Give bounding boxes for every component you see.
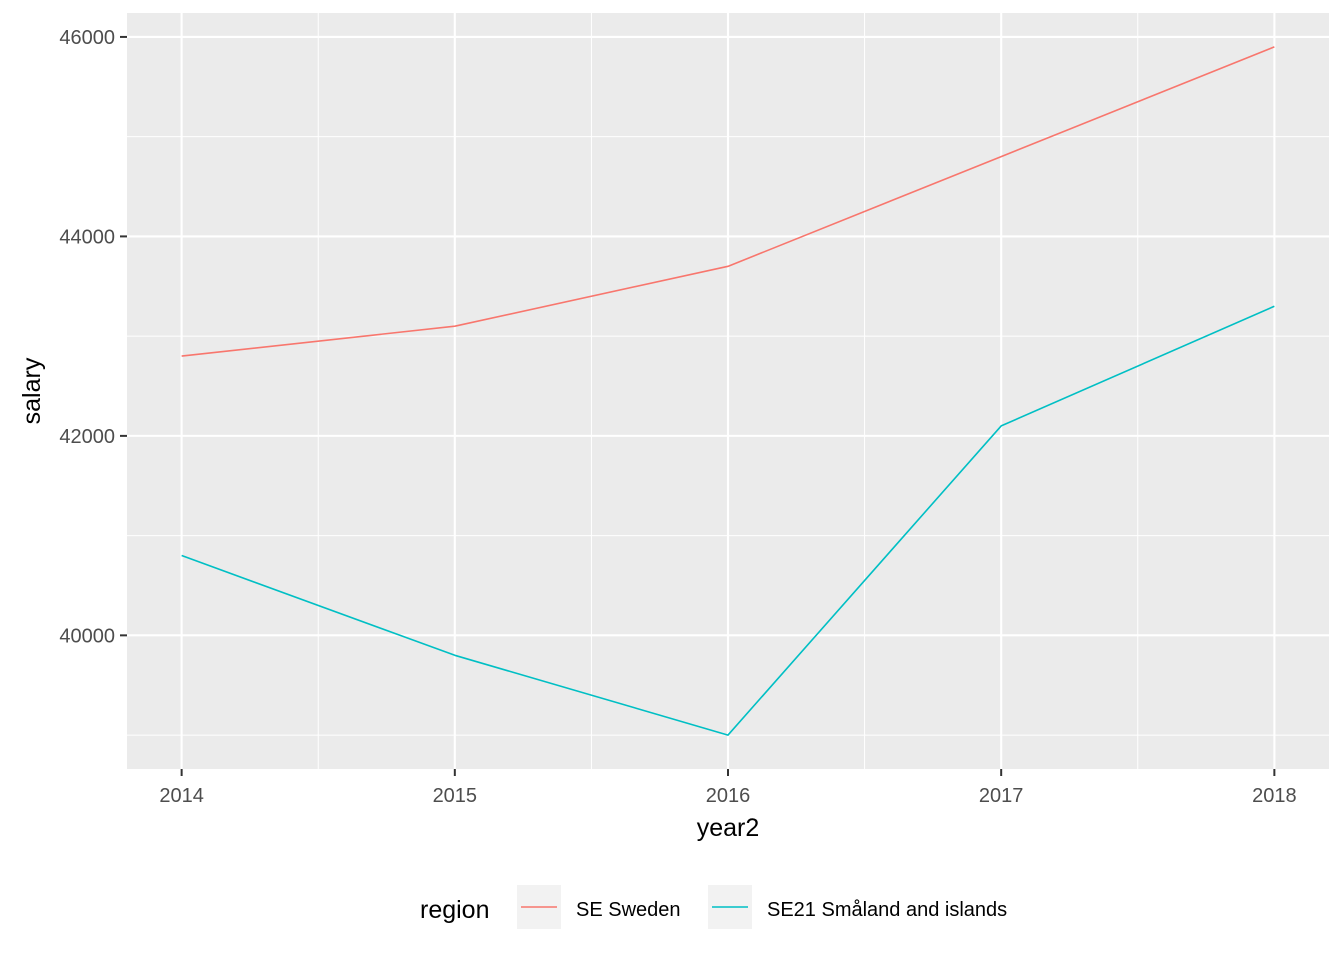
x-axis-title: year2 bbox=[697, 814, 760, 842]
x-axis: 2014 2015 2016 2017 2018 bbox=[159, 769, 1297, 807]
y-tick-label: 42000 bbox=[59, 426, 115, 448]
series-line-se21-sm-land-and-islands bbox=[181, 305, 1275, 736]
y-axis-title: salary bbox=[18, 357, 46, 424]
legend-label-se21-smaland: SE21 Småland and islands bbox=[767, 899, 1007, 921]
y-axis: 40000 42000 44000 46000 bbox=[59, 27, 127, 647]
x-tick-label: 2015 bbox=[433, 785, 478, 807]
x-tick-label: 2016 bbox=[706, 785, 751, 807]
y-tick-label: 40000 bbox=[59, 625, 115, 647]
legend-item-se21-smaland: SE21 Småland and islands bbox=[708, 885, 1007, 929]
x-tick-label: 2017 bbox=[979, 785, 1024, 807]
legend-title: region bbox=[420, 896, 490, 924]
series-line-se-sweden bbox=[181, 46, 1275, 357]
legend-label-se-sweden: SE Sweden bbox=[576, 899, 681, 921]
y-tick-label: 46000 bbox=[59, 27, 115, 49]
y-tick-label: 44000 bbox=[59, 226, 115, 248]
x-tick-label: 2018 bbox=[1252, 785, 1297, 807]
series-lines bbox=[181, 46, 1275, 736]
legend-item-se-sweden: SE Sweden bbox=[517, 885, 681, 929]
legend: region SE Sweden SE21 Småland and island… bbox=[420, 885, 1007, 929]
x-tick-label: 2014 bbox=[159, 785, 204, 807]
major-gridlines bbox=[127, 13, 1329, 769]
